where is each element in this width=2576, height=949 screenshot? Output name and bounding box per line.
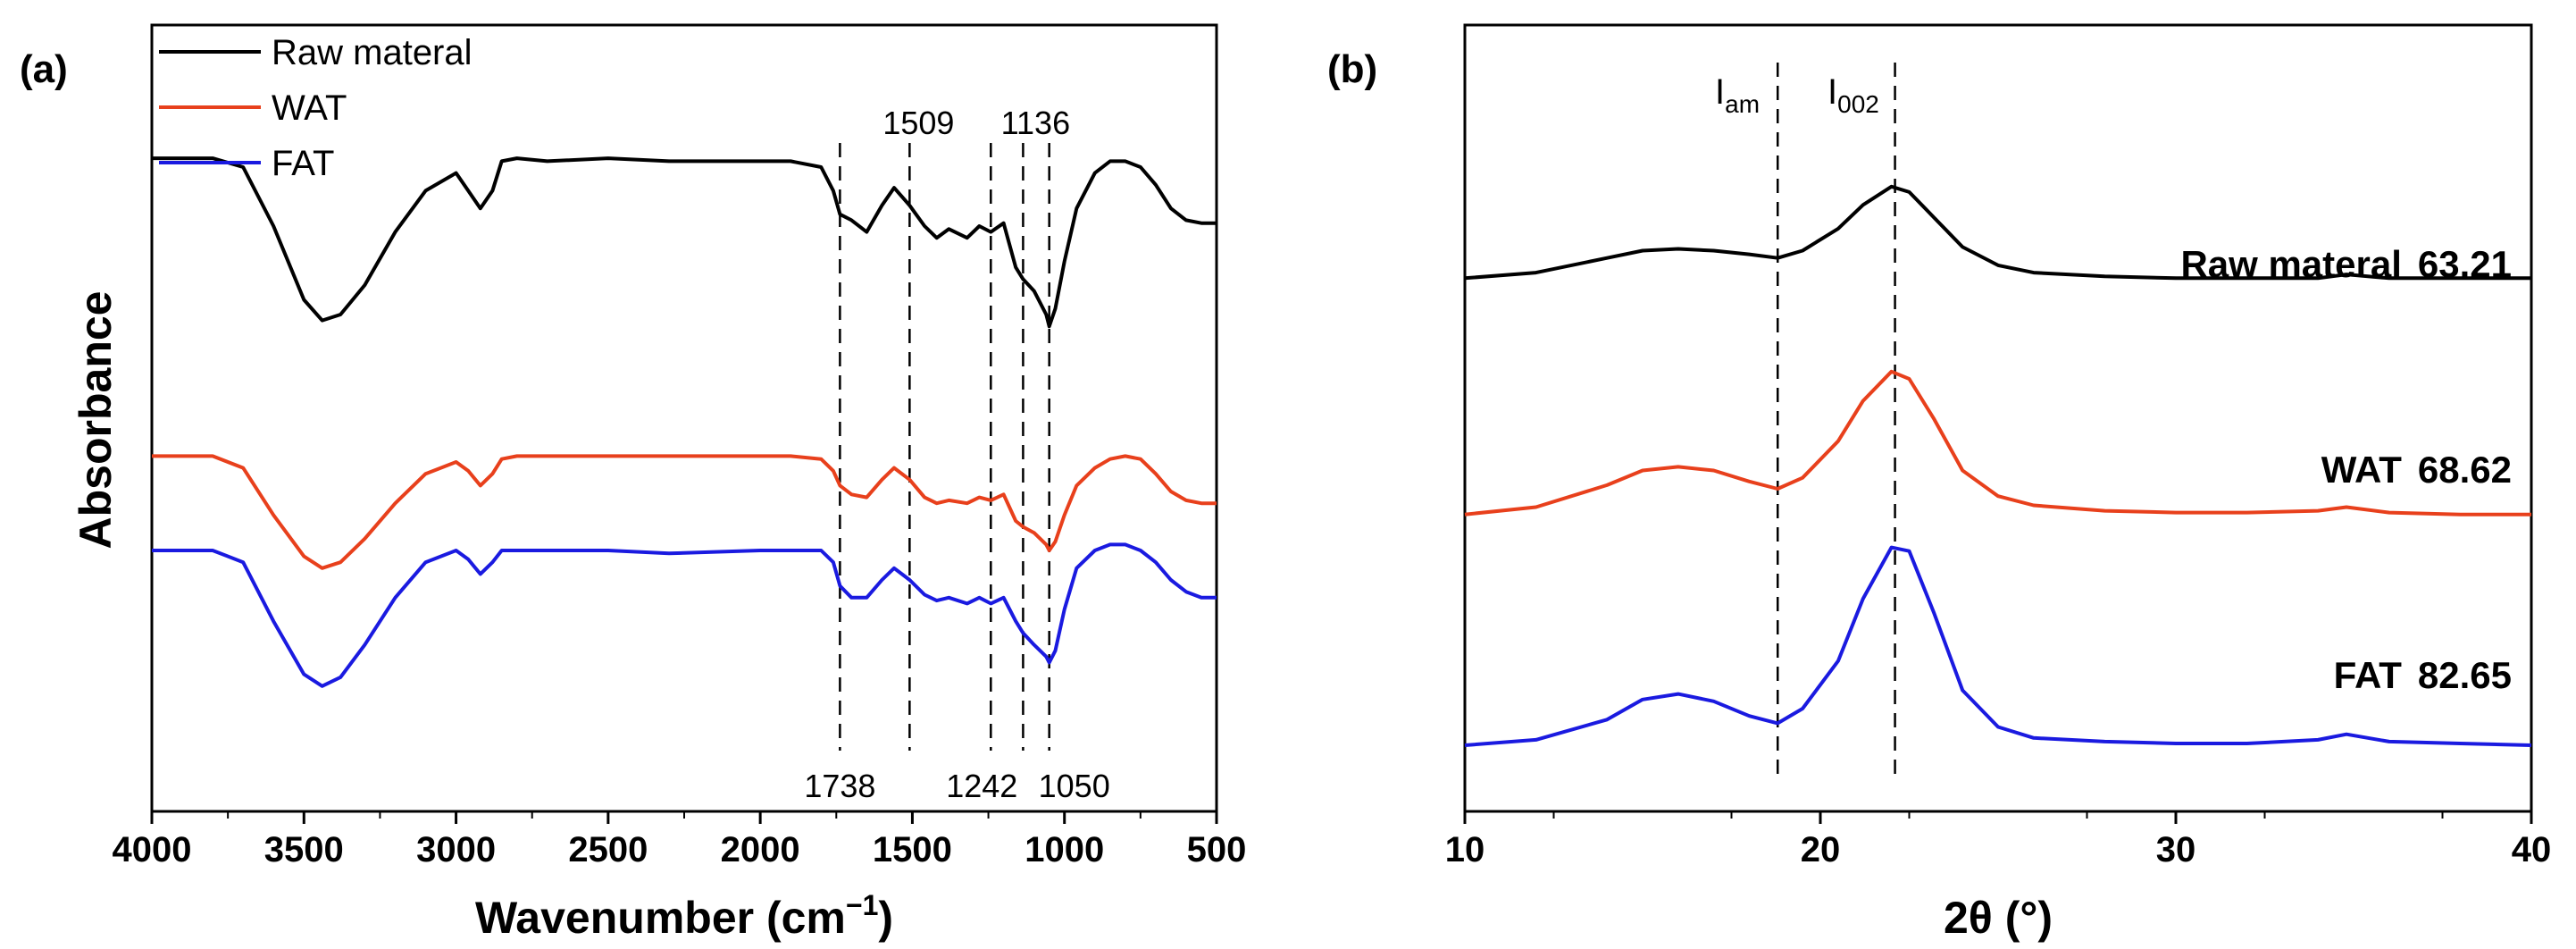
series-label-fat: FAT 82.65 — [2334, 654, 2512, 696]
annotation-1738: 1738 — [804, 768, 875, 804]
legend-label-fat: FAT — [272, 144, 334, 183]
x-tick-label-3000: 3000 — [416, 830, 496, 869]
panel-b-label: (b) — [1327, 47, 1377, 91]
annotation-i-am-sub: am — [1725, 90, 1760, 118]
series-line-raw-materal — [152, 156, 1217, 329]
series-line-raw-materal — [1464, 184, 2531, 281]
panel-b-dashed-lines — [1776, 63, 1896, 777]
series-line-fat — [152, 542, 1217, 688]
x-tick-label-1500: 1500 — [873, 830, 952, 869]
panel-a-dashed-lines — [839, 143, 1050, 751]
series-label-raw-name: Raw materal — [2180, 243, 2401, 285]
annotation-1242: 1242 — [946, 768, 1017, 804]
x-tick-label-1000: 1000 — [1025, 830, 1104, 869]
legend-label-wat: WAT — [272, 88, 347, 128]
legend-label-raw: Raw materal — [272, 33, 473, 72]
series-label-raw: Raw materal 63.21 — [2180, 243, 2512, 285]
x-tick-label-2500: 2500 — [568, 830, 648, 869]
series-label-wat-name: WAT — [2321, 449, 2403, 491]
annotation-1136: 1136 — [1001, 105, 1070, 141]
annotation-i-002-sub: 002 — [1837, 90, 1879, 118]
panel-a-y-axis-label: Absorbance — [71, 291, 121, 550]
x-tick-label-10: 10 — [1445, 830, 1485, 869]
x-tick-label-3500: 3500 — [264, 830, 344, 869]
panel-b-plot-frame — [1463, 23, 2533, 813]
series-line-wat — [152, 454, 1217, 570]
annotation-1509: 1509 — [882, 105, 954, 141]
panel-a-annotations: 1509 1136 1738 1242 1050 — [804, 105, 1109, 804]
panel-b: (b) 10 20 30 40 Iam I002 Raw materal 63.21 W… — [1327, 23, 2552, 943]
panel-a-series — [152, 156, 1217, 688]
annotation-i-am-main: I — [1715, 72, 1725, 112]
annotation-i-002: I002 — [1827, 72, 1879, 118]
x-tick-label-500: 500 — [1187, 830, 1247, 869]
series-label-wat: WAT 68.62 — [2321, 449, 2512, 491]
panel-a-x-axis-label-close: ) — [878, 893, 893, 943]
annotation-1050: 1050 — [1039, 768, 1110, 804]
panel-a-label: (a) — [20, 47, 68, 91]
x-tick-label-2000: 2000 — [721, 830, 800, 869]
panel-a-x-axis-label-sup: −1 — [846, 889, 878, 921]
x-tick-label-20: 20 — [1801, 830, 1841, 869]
series-label-fat-value: 82.65 — [2418, 654, 2512, 696]
annotation-i-002-main: I — [1827, 72, 1837, 112]
series-line-fat — [1464, 545, 2532, 747]
series-line-wat — [1464, 369, 2531, 516]
panel-b-x-axis: 10 20 30 40 — [1445, 811, 2552, 869]
series-label-fat-name: FAT — [2334, 654, 2403, 696]
panel-a: (a) 4000 3500 3000 2500 2000 1500 1000 500 1509… — [20, 23, 1247, 943]
panel-a-legend: Raw materal WAT FAT — [159, 33, 473, 183]
panel-b-series — [1464, 184, 2532, 747]
panel-a-plot-frame — [150, 23, 1218, 813]
series-label-raw-value: 63.21 — [2418, 243, 2512, 285]
panel-a-x-axis-label-main: Wavenumber (cm — [475, 893, 846, 943]
panel-a-x-axis: 4000 3500 3000 2500 2000 1500 1000 500 — [113, 811, 1247, 869]
x-tick-label-4000: 4000 — [113, 830, 192, 869]
annotation-i-am: Iam — [1715, 72, 1760, 118]
x-tick-label-40: 40 — [2512, 830, 2552, 869]
panel-b-x-axis-label: 2θ (°) — [1944, 893, 2053, 943]
series-label-wat-value: 68.62 — [2418, 449, 2512, 491]
x-tick-label-30: 30 — [2156, 830, 2196, 869]
panel-a-x-axis-label: Wavenumber (cm−1) — [475, 889, 893, 943]
